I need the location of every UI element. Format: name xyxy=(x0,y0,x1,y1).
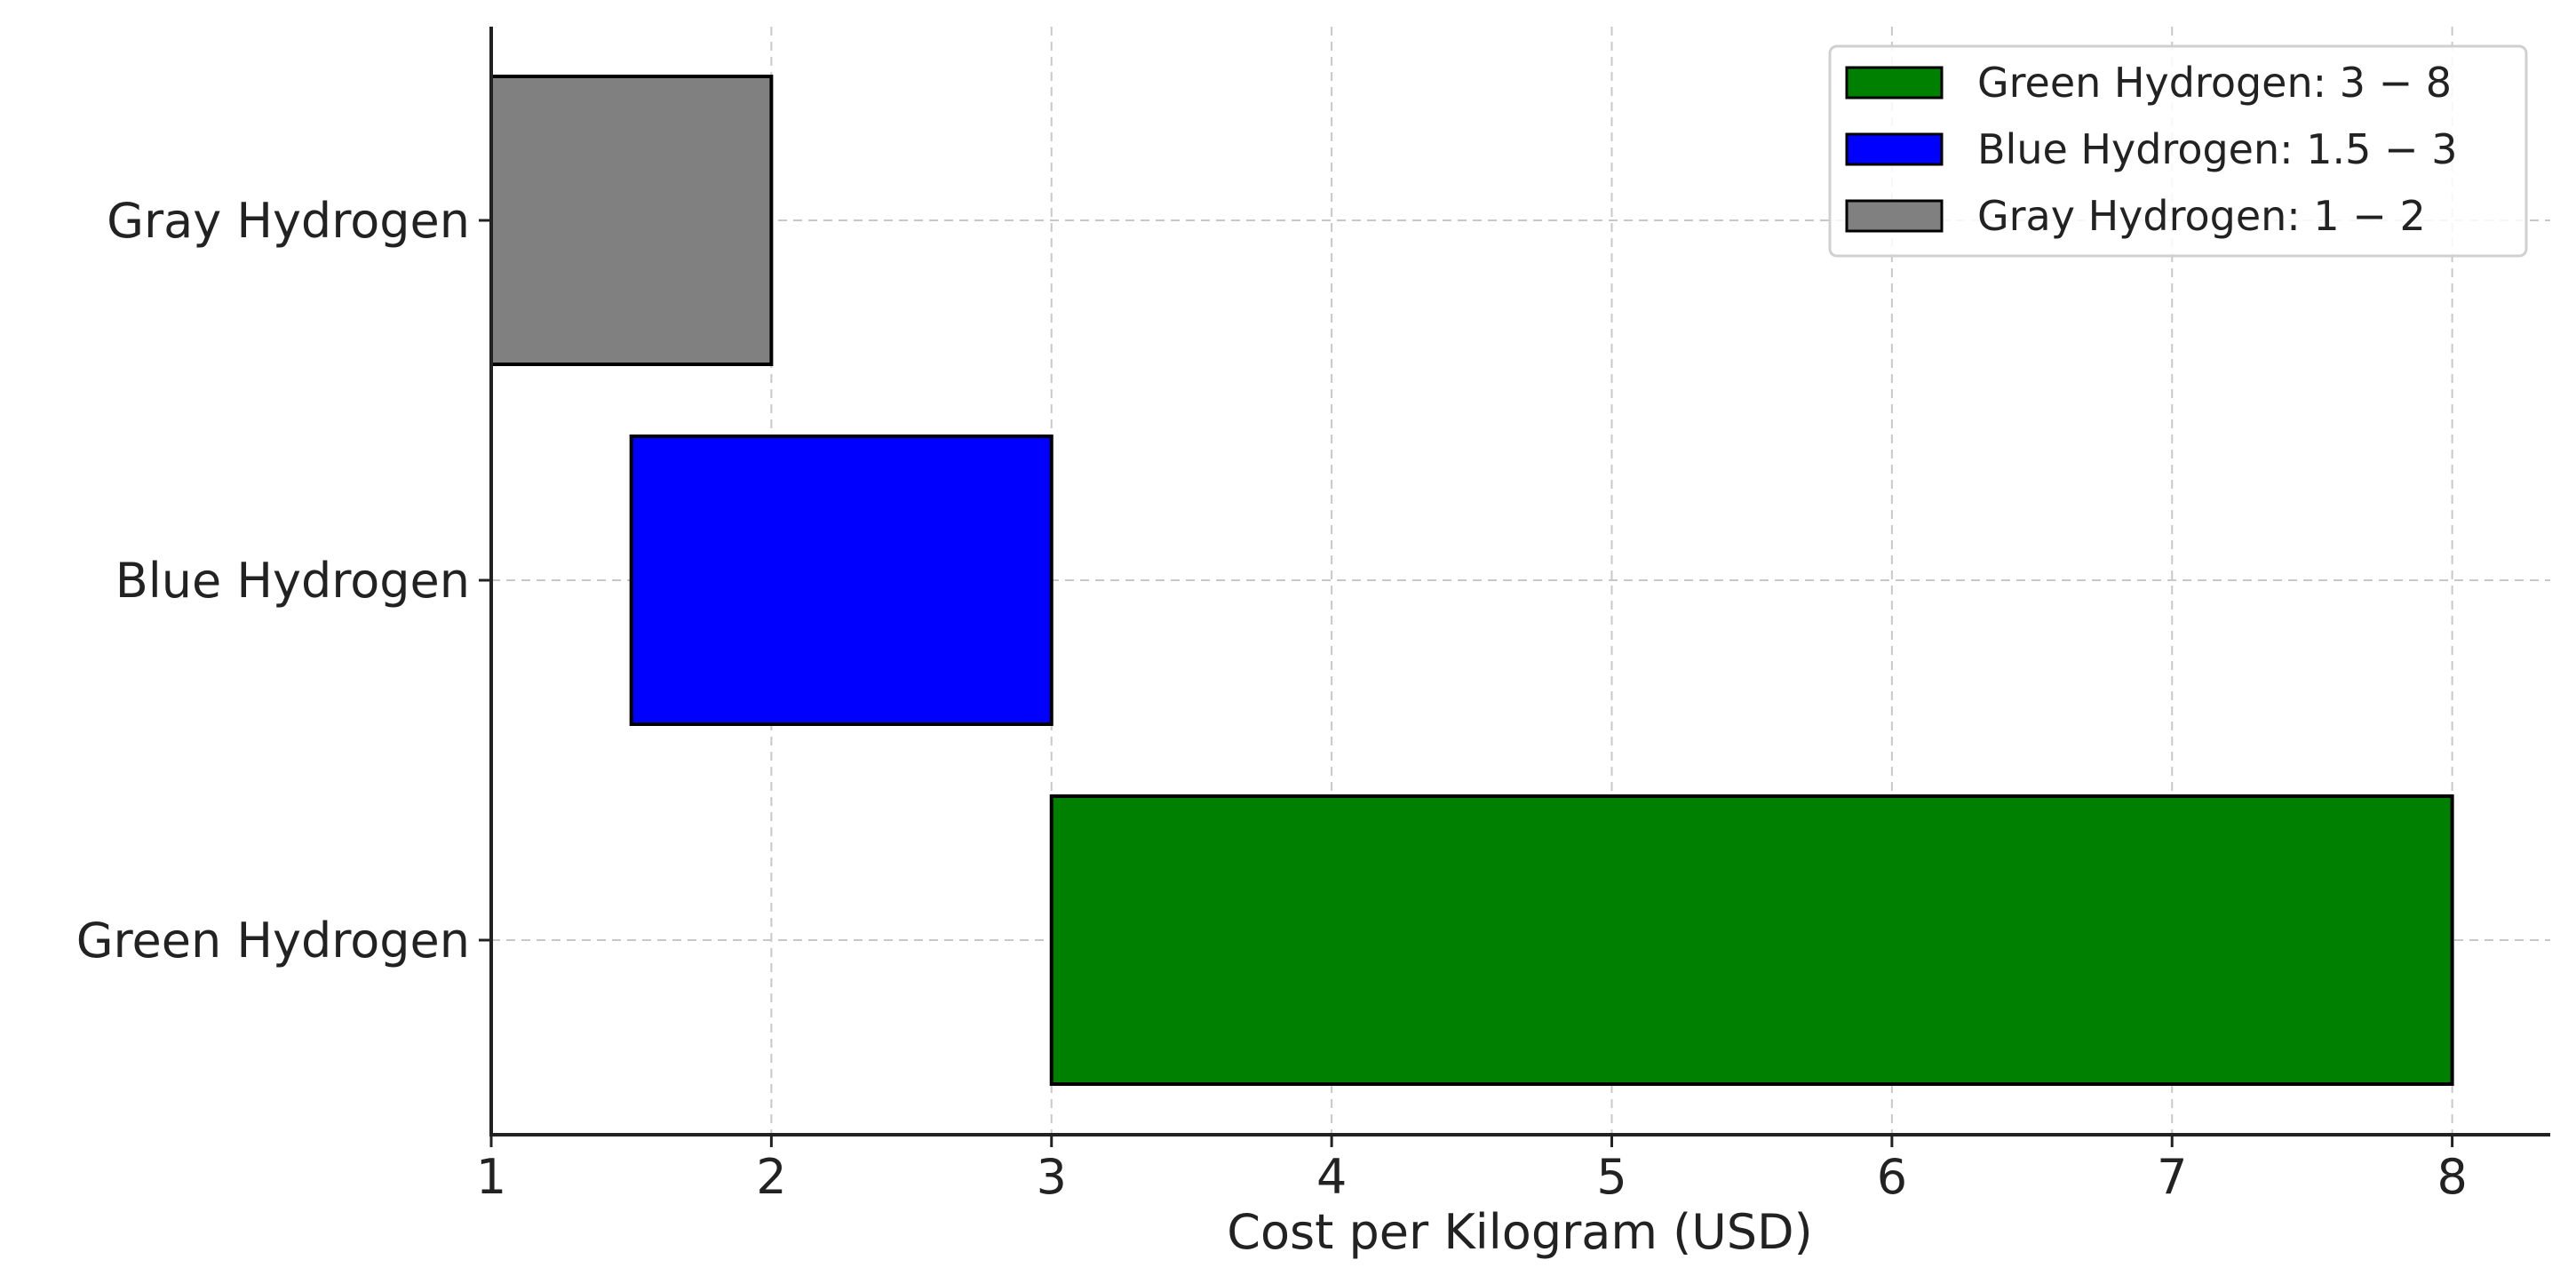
x-tick-label: 8 xyxy=(2437,1149,2467,1205)
bar-gray-hydrogen xyxy=(489,75,774,366)
axes: 1 2 3 4 5 6 7 8 Green Hydrogen Blue Hydrogen Gray … xyxy=(76,27,2550,1205)
legend-swatch-green-hydrogen xyxy=(1845,66,1944,100)
legend-label-gray-hydrogen: Gray Hydrogen: 1 − 2 xyxy=(1977,192,2426,240)
y-tick-label-blue-hydrogen: Blue Hydrogen xyxy=(115,553,470,609)
bar-blue-hydrogen xyxy=(629,435,1053,726)
x-tick-label: 6 xyxy=(1877,1149,1907,1205)
bar-green-hydrogen xyxy=(1049,794,2454,1086)
x-axis-title: Cost per Kilogram (USD) xyxy=(1227,1204,1812,1260)
x-tick-label: 4 xyxy=(1316,1149,1347,1205)
legend-label-green-hydrogen: Green Hydrogen: 3 − 8 xyxy=(1977,59,2452,107)
legend-swatch-blue-hydrogen xyxy=(1845,132,1944,166)
legend: Green Hydrogen: 3 − 8 Blue Hydrogen: 1.5 … xyxy=(1828,44,2528,258)
bars xyxy=(489,75,2454,1086)
legend-label-blue-hydrogen: Blue Hydrogen: 1.5 − 3 xyxy=(1977,125,2457,173)
legend-frame xyxy=(1828,44,2528,258)
x-tick-label: 7 xyxy=(2157,1149,2187,1205)
legend-swatch-gray-hydrogen xyxy=(1845,199,1944,233)
y-tick-label-green-hydrogen: Green Hydrogen xyxy=(76,913,470,969)
x-tick-label: 2 xyxy=(756,1149,786,1205)
x-tick-label: 1 xyxy=(476,1149,506,1205)
x-tick-label: 5 xyxy=(1596,1149,1626,1205)
y-tick-label-gray-hydrogen: Gray Hydrogen xyxy=(107,193,470,249)
x-tick-label: 3 xyxy=(1037,1149,1067,1205)
